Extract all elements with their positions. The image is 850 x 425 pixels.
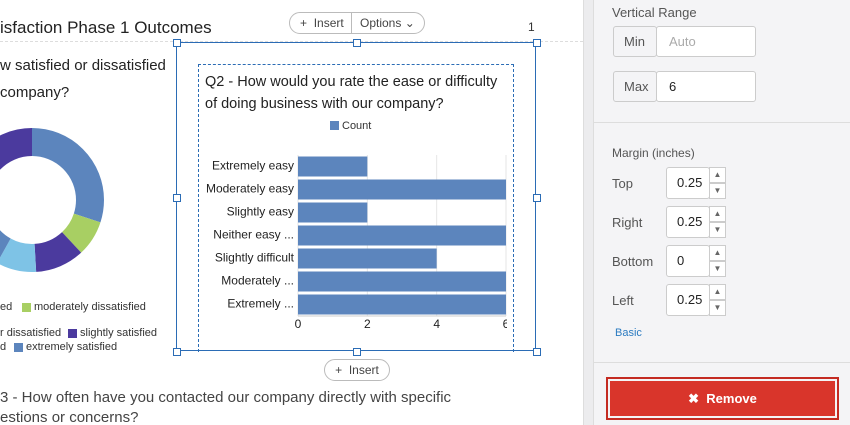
y-tick-label: Extremely ... xyxy=(227,297,294,311)
spin-down[interactable]: ▼ xyxy=(709,300,726,316)
legend-swatch xyxy=(68,329,77,338)
x-tick-label: 2 xyxy=(364,317,371,331)
margin-label: Right xyxy=(612,215,643,230)
margin-input[interactable]: 0.25 xyxy=(666,284,710,316)
margin-label: Top xyxy=(612,176,633,191)
legend-swatch xyxy=(22,303,31,312)
remove-label: Remove xyxy=(706,391,757,406)
q3-text: estions or concerns? xyxy=(0,409,139,425)
q1-text: company? xyxy=(0,84,70,101)
insert-button[interactable]: + Insert xyxy=(324,359,390,381)
page-number: 1 xyxy=(528,20,535,34)
x-tick-label: 6 xyxy=(503,317,507,331)
chart-title: Q2 - How would you rate the ease or diff… xyxy=(205,74,498,112)
bar xyxy=(298,202,368,223)
chart-frame xyxy=(198,64,514,352)
y-tick-label: Extremely easy xyxy=(212,159,294,173)
min-label: Min xyxy=(613,26,657,57)
basic-link[interactable]: Basic xyxy=(615,327,642,339)
max-input[interactable]: 6 xyxy=(656,71,756,102)
bar xyxy=(298,179,506,200)
max-label: Max xyxy=(613,71,657,102)
legend-label: slightly satisfied xyxy=(80,327,158,339)
bar xyxy=(298,248,437,269)
bar xyxy=(298,294,506,315)
margin-input[interactable]: 0.25 xyxy=(666,206,710,238)
legend-label: extremely satisfied xyxy=(26,341,118,353)
bar xyxy=(298,156,368,177)
resize-handle[interactable] xyxy=(533,194,541,202)
y-tick-label: Slightly difficult xyxy=(215,251,295,265)
insert-label: Insert xyxy=(313,16,344,30)
y-tick-label: Slightly easy xyxy=(227,205,294,219)
margin-input[interactable]: 0 xyxy=(666,245,710,277)
spin-up[interactable]: ▲ xyxy=(709,245,726,261)
y-tick-label: Moderately ... xyxy=(221,274,294,288)
resize-handle[interactable] xyxy=(173,348,181,356)
margin-label: Bottom xyxy=(612,254,654,269)
margin-label: Left xyxy=(612,293,634,308)
options-button[interactable]: Options ⌄ xyxy=(360,16,415,30)
spin-up[interactable]: ▲ xyxy=(709,284,726,300)
page-guide xyxy=(0,41,583,42)
x-tick-label: 4 xyxy=(433,317,440,331)
chart: Count 0 2 4 6 Extremely easy Moderately easy Sl… xyxy=(206,120,507,331)
remove-button[interactable]: ✖ Remove xyxy=(606,377,839,420)
legend-label: moderately dissatisfied xyxy=(34,301,146,313)
legend-label: r dissatisfied xyxy=(0,327,62,339)
spin-up[interactable]: ▲ xyxy=(709,206,726,222)
x-tick-label: 0 xyxy=(295,317,302,331)
resize-handle[interactable] xyxy=(173,39,181,47)
resize-handle[interactable] xyxy=(173,194,181,202)
insert-button[interactable]: + Insert xyxy=(300,16,344,30)
spin-down[interactable]: ▼ xyxy=(709,261,726,277)
legend-label: ed xyxy=(0,301,13,313)
y-tick-label: Neither easy ... xyxy=(213,228,294,242)
legend-label: Count xyxy=(342,120,371,132)
resize-handle[interactable] xyxy=(353,348,361,356)
legend-swatch xyxy=(14,343,23,352)
spin-down[interactable]: ▼ xyxy=(709,222,726,238)
min-input[interactable]: Auto xyxy=(656,26,756,57)
legend-label: d xyxy=(0,341,7,353)
q1-text: w satisfied or dissatisfied xyxy=(0,57,166,74)
donut-chart xyxy=(0,128,104,272)
section-heading: Margin (inches) xyxy=(612,146,695,160)
bar xyxy=(298,225,506,246)
resize-handle[interactable] xyxy=(533,348,541,356)
insert-label: Insert xyxy=(348,363,379,377)
resize-handle[interactable] xyxy=(533,39,541,47)
toolbar: + Insert Options ⌄ xyxy=(289,12,425,34)
q3-text: 3 - How often have you contacted our com… xyxy=(0,389,452,406)
donut-segment xyxy=(0,128,104,272)
section-heading: Vertical Range xyxy=(612,5,697,20)
resize-handle[interactable] xyxy=(353,39,361,47)
settings-panel: Vertical Range Min Auto Max 6 Margin (in… xyxy=(593,0,850,425)
donut-segment xyxy=(0,128,104,272)
divider xyxy=(583,0,594,425)
y-tick-label: Moderately easy xyxy=(206,182,294,196)
report-title: isfaction Phase 1 Outcomes xyxy=(0,18,212,37)
options-label: Options xyxy=(360,16,402,30)
spin-down[interactable]: ▼ xyxy=(709,183,726,199)
margin-input[interactable]: 0.25 xyxy=(666,167,710,199)
bar xyxy=(298,271,506,292)
legend-swatch xyxy=(330,121,339,130)
spin-up[interactable]: ▲ xyxy=(709,167,726,183)
